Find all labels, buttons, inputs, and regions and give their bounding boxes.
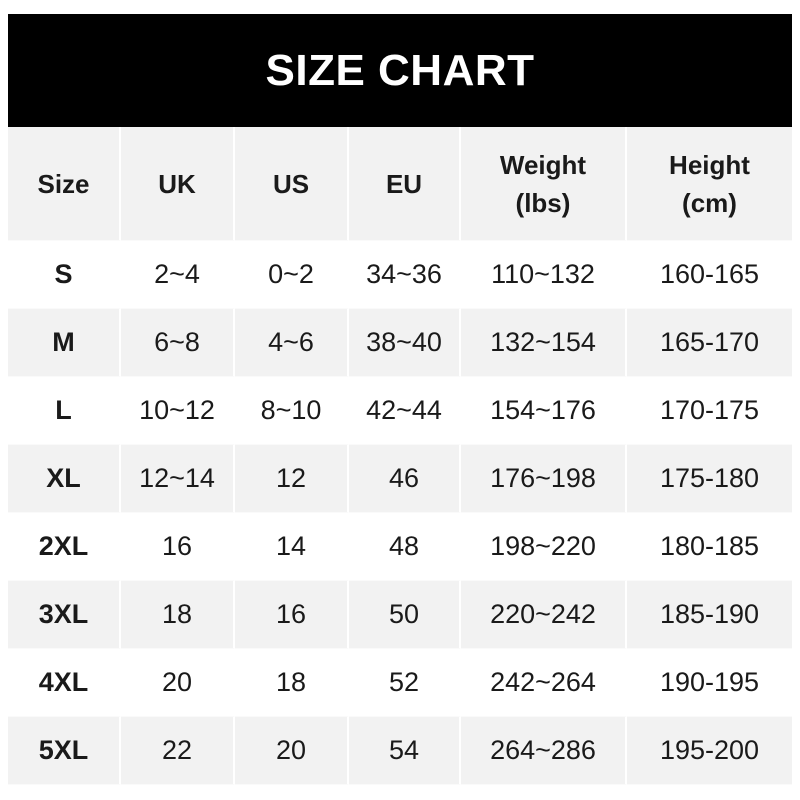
cell-weight: 132~154	[461, 309, 627, 377]
cell-weight: 154~176	[461, 377, 627, 445]
table-row: L 10~12 8~10 42~44 154~176 170-175	[8, 377, 792, 445]
column-header-height: Height (cm)	[627, 127, 792, 241]
size-chart-title: SIZE CHART	[8, 14, 792, 127]
height-unit: (cm)	[682, 187, 737, 218]
cell-weight: 110~132	[461, 241, 627, 309]
cell-us: 16	[235, 581, 349, 649]
height-label: Height	[669, 149, 750, 180]
header-row: Size UK US EU Weight (lbs) Height (cm)	[8, 127, 792, 241]
cell-eu: 52	[349, 649, 461, 717]
cell-us: 14	[235, 513, 349, 581]
cell-height: 195-200	[627, 717, 792, 785]
table-row: XL 12~14 12 46 176~198 175-180	[8, 445, 792, 513]
column-header-eu: EU	[349, 127, 461, 241]
cell-size: S	[8, 241, 121, 309]
cell-uk: 18	[121, 581, 235, 649]
table-row: M 6~8 4~6 38~40 132~154 165-170	[8, 309, 792, 377]
table-row: 4XL 20 18 52 242~264 190-195	[8, 649, 792, 717]
cell-size: 2XL	[8, 513, 121, 581]
cell-uk: 22	[121, 717, 235, 785]
cell-uk: 16	[121, 513, 235, 581]
cell-height: 165-170	[627, 309, 792, 377]
cell-weight: 198~220	[461, 513, 627, 581]
cell-uk: 20	[121, 649, 235, 717]
cell-height: 160-165	[627, 241, 792, 309]
cell-eu: 34~36	[349, 241, 461, 309]
cell-size: M	[8, 309, 121, 377]
cell-eu: 46	[349, 445, 461, 513]
table-row: 2XL 16 14 48 198~220 180-185	[8, 513, 792, 581]
cell-us: 0~2	[235, 241, 349, 309]
cell-us: 20	[235, 717, 349, 785]
cell-us: 8~10	[235, 377, 349, 445]
cell-size: XL	[8, 445, 121, 513]
cell-height: 190-195	[627, 649, 792, 717]
column-header-uk: UK	[121, 127, 235, 241]
cell-eu: 50	[349, 581, 461, 649]
cell-height: 170-175	[627, 377, 792, 445]
cell-us: 18	[235, 649, 349, 717]
weight-label: Weight	[499, 149, 587, 180]
column-header-us: US	[235, 127, 349, 241]
cell-uk: 2~4	[121, 241, 235, 309]
cell-size: L	[8, 377, 121, 445]
cell-weight: 176~198	[461, 445, 627, 513]
cell-us: 4~6	[235, 309, 349, 377]
cell-eu: 38~40	[349, 309, 461, 377]
cell-weight: 242~264	[461, 649, 627, 717]
cell-height: 185-190	[627, 581, 792, 649]
cell-eu: 48	[349, 513, 461, 581]
cell-eu: 42~44	[349, 377, 461, 445]
weight-unit: (lbs)	[515, 187, 571, 218]
cell-size: 4XL	[8, 649, 121, 717]
cell-uk: 10~12	[121, 377, 235, 445]
cell-height: 180-185	[627, 513, 792, 581]
table-row: 3XL 18 16 50 220~242 185-190	[8, 581, 792, 649]
size-chart-table: Size UK US EU Weight (lbs) Height (cm) S 2~…	[8, 127, 792, 785]
table-row: S 2~4 0~2 34~36 110~132 160-165	[8, 241, 792, 309]
cell-eu: 54	[349, 717, 461, 785]
cell-size: 5XL	[8, 717, 121, 785]
cell-weight: 264~286	[461, 717, 627, 785]
cell-uk: 6~8	[121, 309, 235, 377]
table-row: 5XL 22 20 54 264~286 195-200	[8, 717, 792, 785]
column-header-weight: Weight (lbs)	[461, 127, 627, 241]
cell-height: 175-180	[627, 445, 792, 513]
cell-uk: 12~14	[121, 445, 235, 513]
cell-size: 3XL	[8, 581, 121, 649]
cell-weight: 220~242	[461, 581, 627, 649]
cell-us: 12	[235, 445, 349, 513]
column-header-size: Size	[8, 127, 121, 241]
